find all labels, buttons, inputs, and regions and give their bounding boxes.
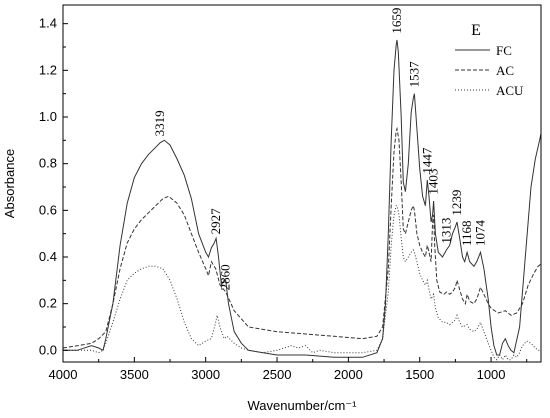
peak-label: 1313 [438, 218, 453, 244]
x-tick-label: 3000 [191, 367, 220, 382]
legend-label: FC [496, 43, 512, 58]
x-tick-label: 1500 [405, 367, 434, 382]
peak-label: 1659 [389, 8, 404, 34]
y-tick-label: 0.4 [39, 249, 57, 264]
x-axis-title: Wavenumber/cm⁻¹ [248, 398, 358, 413]
y-tick-label: 1.2 [39, 62, 57, 77]
peak-label: 1447 [419, 147, 434, 174]
panel-label: E [471, 22, 481, 39]
peak-label: 1168 [459, 220, 474, 246]
plot-lines [63, 39, 541, 361]
peak-label: 1537 [406, 61, 421, 88]
peak-label: 2927 [208, 208, 223, 235]
series-line-acu [63, 205, 541, 361]
legend-label: ACU [496, 83, 524, 98]
peak-label: 2860 [218, 264, 233, 290]
plot-frame [62, 4, 542, 363]
x-tick-label: 4000 [49, 367, 78, 382]
y-tick-label: 1.4 [39, 16, 57, 31]
series-line-fc [63, 39, 541, 358]
legend-label: AC [496, 63, 514, 78]
x-tick-label: 1000 [477, 367, 506, 382]
y-axis-title: Absorbance [2, 149, 17, 218]
peak-label: 1403 [426, 169, 441, 195]
series-line-ac [63, 126, 541, 349]
x-tick-label: 2500 [263, 367, 292, 382]
peak-label: 1074 [473, 220, 488, 247]
legend: FC AC ACU [455, 43, 524, 98]
peak-label: 3319 [152, 110, 167, 136]
x-tick-label: 2000 [334, 367, 363, 382]
y-tick-label: 0.0 [39, 342, 57, 357]
y-tick-label: 0.6 [39, 202, 57, 217]
y-tick-label: 1.0 [39, 109, 57, 124]
x-axis-ticks: 4000 3500 3000 2500 2000 1500 1000 [49, 357, 528, 382]
y-tick-label: 0.2 [39, 296, 57, 311]
y-tick-label: 0.8 [39, 156, 57, 171]
peak-label: 1239 [449, 190, 464, 216]
x-tick-label: 3500 [120, 367, 149, 382]
y-axis-ticks: 0.0 0.2 0.4 0.6 0.8 1.0 1.2 1.4 [39, 16, 68, 357]
